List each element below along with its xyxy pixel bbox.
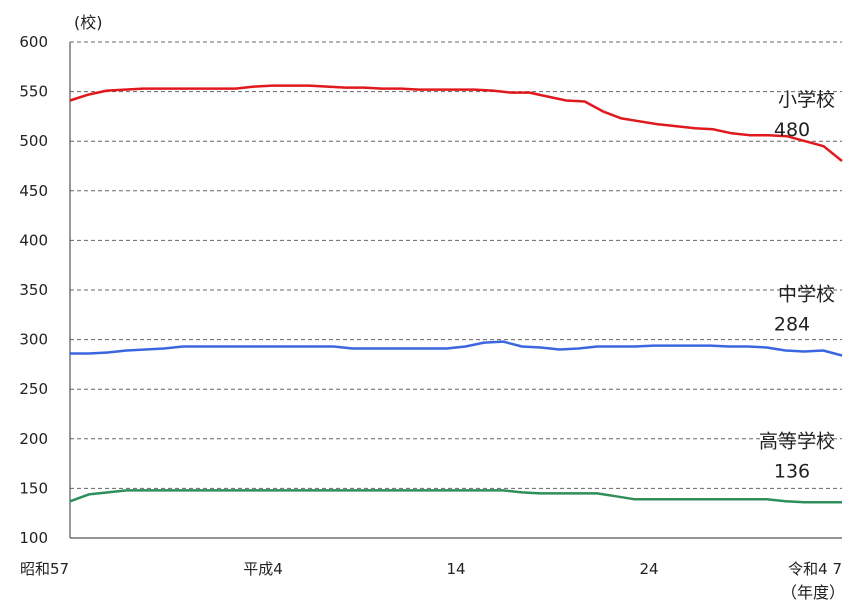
series-line	[69, 489, 842, 504]
series-end-value: 284	[774, 313, 810, 335]
series-line	[70, 340, 843, 357]
x-tick-label: 14	[446, 560, 465, 578]
y-tick-label: 550	[19, 83, 48, 101]
series-line	[69, 84, 843, 162]
y-tick-label: 300	[19, 331, 48, 349]
y-tick-label: 600	[19, 33, 48, 51]
x-tick-labels: 昭和57 平成4 14 24 令和4 7	[20, 560, 842, 578]
x-tick-label: 令和4 7	[788, 560, 842, 578]
y-tick-label: 250	[19, 380, 48, 398]
x-tick-label: 昭和57	[20, 560, 69, 578]
y-tick-label: 150	[19, 479, 48, 497]
series-lines	[69, 84, 843, 504]
y-tick-label: 400	[19, 231, 48, 249]
y-axis-unit: (校)	[74, 13, 103, 32]
y-tick-label: 450	[19, 182, 48, 200]
y-tick-labels: 100 150 200 250 300 350 400 450 500 550 600	[19, 33, 48, 547]
x-axis-unit: （年度）	[781, 583, 845, 602]
grid-lines	[70, 41, 842, 489]
y-tick-label: 350	[19, 281, 48, 299]
x-tick-label: 24	[639, 560, 658, 578]
axes	[69, 42, 842, 539]
series-name-label: 中学校	[778, 283, 835, 305]
x-tick-label: 平成4	[243, 560, 283, 578]
series-end-value: 136	[774, 460, 810, 482]
series-end-value: 480	[774, 119, 810, 141]
y-tick-label: 200	[19, 430, 48, 448]
y-tick-label: 500	[19, 132, 48, 150]
y-tick-label: 100	[19, 529, 48, 547]
series-name-label: 小学校	[778, 89, 835, 111]
series-name-label: 高等学校	[759, 430, 835, 452]
series-labels: 小学校 480 中学校 284 高等学校 136	[759, 89, 835, 482]
